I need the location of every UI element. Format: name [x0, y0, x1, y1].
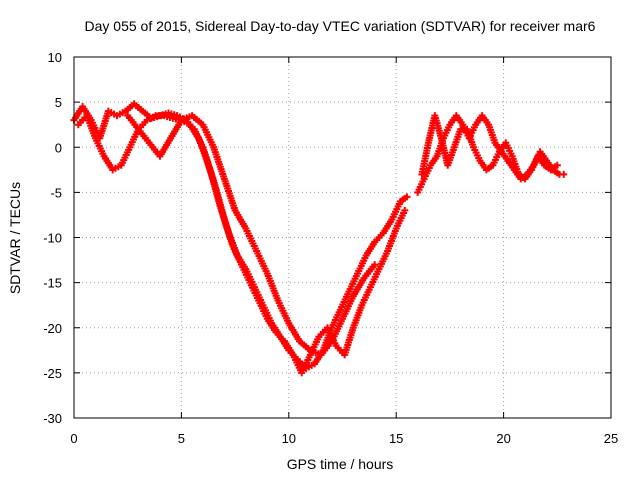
series-track-b	[74, 112, 409, 377]
data-point	[403, 193, 411, 201]
x-tick-label: 10	[282, 431, 296, 446]
y-tick-label: -10	[43, 231, 62, 246]
series-track-e	[418, 112, 561, 183]
data-points	[70, 100, 568, 377]
data-point	[401, 206, 409, 214]
chart-title: Day 055 of 2015, Sidereal Day-to-day VTE…	[85, 18, 596, 34]
x-axis-label: GPS time / hours	[287, 456, 394, 472]
x-tick-label: 5	[178, 431, 185, 446]
y-tick-label: -30	[43, 411, 62, 426]
y-tick-label: -20	[43, 321, 62, 336]
grid-lines	[74, 57, 611, 418]
y-tick-label: -15	[43, 276, 62, 291]
series-track-c	[124, 112, 379, 359]
axis-ticks: 0 5 10 15 20 25 -30 -25 -20 -15 -10 -5 0 5 10	[43, 50, 618, 446]
x-tick-label: 25	[604, 431, 618, 446]
y-tick-label: -25	[43, 366, 62, 381]
x-tick-label: 15	[389, 431, 403, 446]
x-tick-label: 0	[70, 431, 77, 446]
series-track-a	[70, 100, 411, 372]
y-tick-label: 5	[55, 95, 62, 110]
y-tick-label: 10	[48, 50, 62, 65]
data-point	[560, 170, 568, 178]
y-tick-label: 0	[55, 140, 62, 155]
y-tick-label: -5	[50, 185, 62, 200]
data-point	[553, 161, 561, 169]
y-axis-label: SDTVAR / TECUs	[7, 182, 23, 294]
x-tick-label: 20	[496, 431, 510, 446]
data-point	[371, 261, 379, 269]
